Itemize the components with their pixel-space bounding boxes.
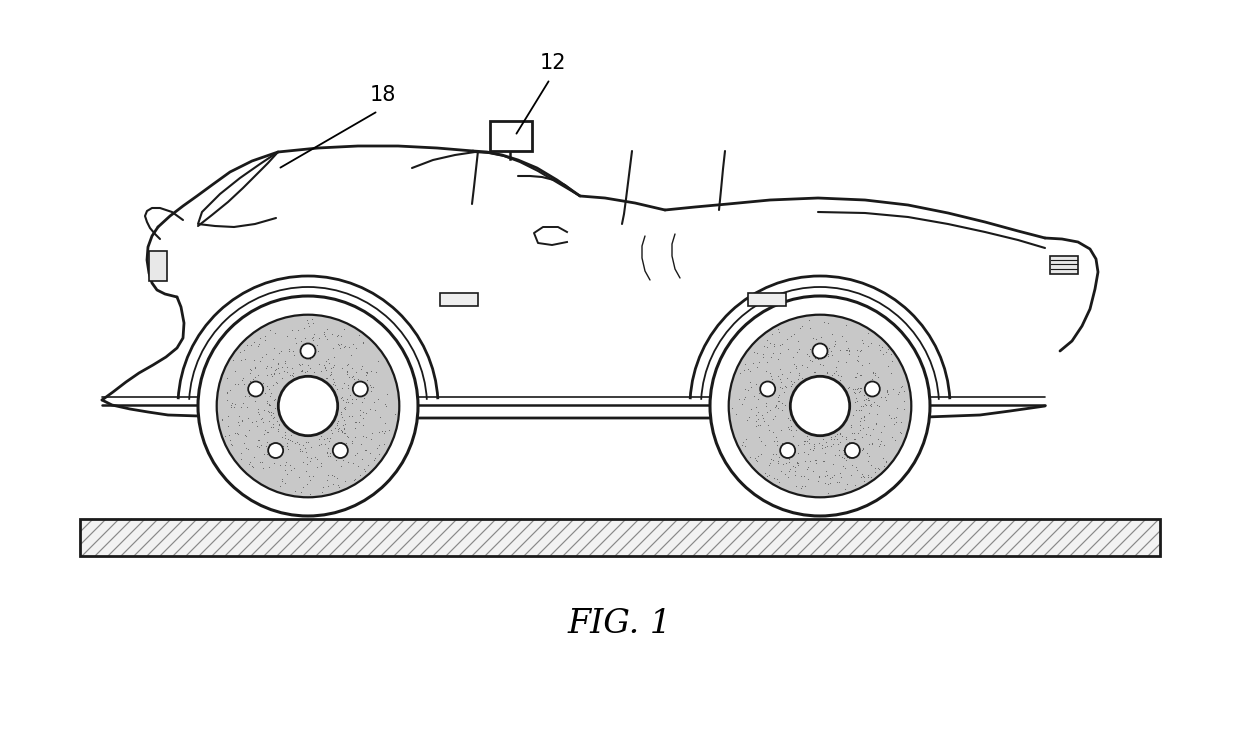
Text: 18: 18 bbox=[370, 85, 397, 105]
Bar bbox=[81, 519, 1159, 556]
Bar bbox=[748, 293, 786, 306]
Bar bbox=[1050, 256, 1078, 274]
Circle shape bbox=[780, 443, 795, 458]
Circle shape bbox=[300, 344, 315, 358]
Text: 12: 12 bbox=[539, 53, 567, 73]
Circle shape bbox=[217, 315, 399, 498]
Circle shape bbox=[760, 382, 775, 396]
Circle shape bbox=[729, 315, 911, 498]
Circle shape bbox=[353, 382, 368, 396]
Bar bbox=[490, 121, 532, 151]
Circle shape bbox=[844, 443, 859, 458]
Circle shape bbox=[332, 443, 348, 458]
Circle shape bbox=[790, 377, 849, 436]
Bar bbox=[81, 519, 1159, 556]
Circle shape bbox=[198, 296, 418, 516]
Circle shape bbox=[711, 296, 930, 516]
Polygon shape bbox=[534, 227, 567, 245]
Circle shape bbox=[278, 377, 337, 436]
Bar bbox=[149, 251, 167, 281]
Bar bbox=[440, 293, 477, 306]
Circle shape bbox=[248, 382, 263, 396]
Circle shape bbox=[864, 382, 880, 396]
Circle shape bbox=[268, 443, 283, 458]
Text: FIG. 1: FIG. 1 bbox=[568, 608, 672, 640]
Circle shape bbox=[812, 344, 827, 358]
